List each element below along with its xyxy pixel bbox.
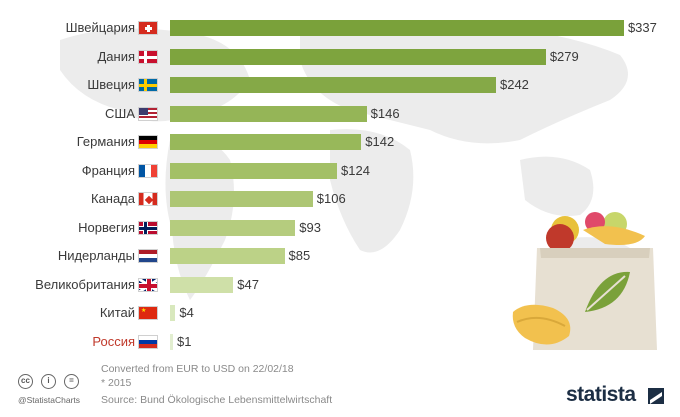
value-label: $85 [288,248,311,263]
equals-icon: = [64,374,79,389]
asterisk-note: * 2015 [101,377,132,389]
norway-flag-icon [138,221,158,235]
conversion-note: Converted from EUR to USD on 22/02/18 [101,363,294,375]
bar [170,276,234,293]
bar [170,219,296,236]
bar [170,20,624,36]
statista-logo[interactable]: statista [566,383,636,406]
value-label: $337 [627,20,657,35]
value-label: $146 [370,105,400,121]
statista-logo-icon [648,388,664,404]
value-label: $93 [299,219,321,235]
value-label: $47 [237,276,259,292]
category-label: Швейцария [65,20,135,35]
value-label: $1 [177,333,192,349]
uk-flag-icon [138,278,158,292]
china-flag-icon: ★ [138,306,158,320]
statista-handle[interactable]: @StatistaCharts [18,395,81,405]
category-label: США [105,106,135,121]
source-note: Source: Bund Ökologische Lebensmittelwir… [101,394,333,406]
category-label: Канада [90,191,135,206]
bar [170,248,285,264]
bar [170,333,173,350]
cc-icon: cc [18,374,33,389]
category-label: Норвегия [78,220,135,235]
category-label: Германия [76,134,135,149]
value-label: $142 [365,134,395,149]
category-label-highlight: Россия [92,334,135,349]
bar [170,105,367,122]
sweden-flag-icon [138,78,158,92]
canada-flag-icon [138,192,158,206]
bar [170,191,313,207]
category-label: Швеция [87,77,135,92]
value-label: $242 [499,77,529,92]
france-flag-icon [138,164,158,178]
bar [170,134,362,150]
category-label: Франция [81,163,135,178]
category-label: Нидерланды [57,248,135,263]
netherlands-flag-icon [138,249,158,263]
germany-flag-icon [138,135,158,149]
bar [170,48,546,65]
value-label: $106 [316,191,346,206]
russia-flag-icon [138,335,158,349]
bar [170,162,338,179]
value-label: $4 [179,305,194,320]
category-label: Китай [99,305,135,320]
info-icon: i [41,374,56,389]
category-label: Дания [97,49,135,64]
bar [170,305,176,321]
value-label: $124 [341,162,370,178]
switzerland-flag-icon [138,21,158,35]
bar [170,77,496,93]
value-label: $279 [549,48,579,64]
category-label: Великобритания [35,277,135,292]
usa-flag-icon [138,107,158,121]
denmark-flag-icon [138,50,158,64]
grocery-bag-icon [512,212,657,350]
